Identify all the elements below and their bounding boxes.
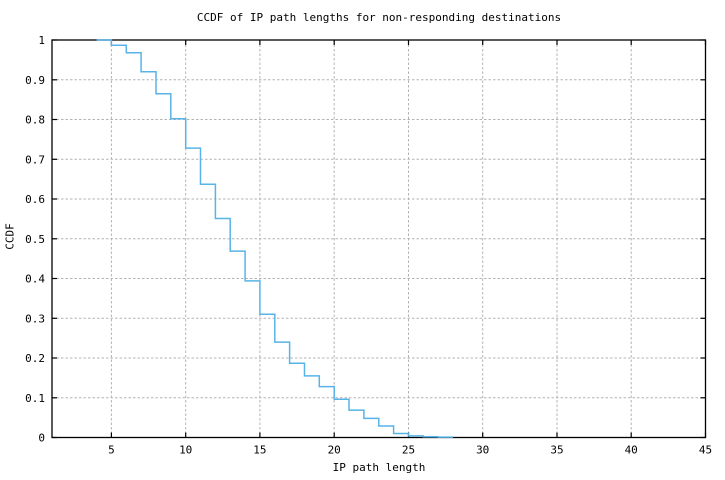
ccdf-step-curve: [96, 39, 453, 438]
y-tick-label: 0.3: [25, 312, 45, 325]
y-tick-label: 0.7: [25, 153, 45, 166]
x-tick-label: 15: [253, 444, 266, 457]
x-tick-label: 5: [108, 444, 115, 457]
y-tick-label: 0.4: [25, 273, 45, 286]
y-tick-label: 1: [38, 34, 45, 47]
x-axis-label: IP path length: [332, 461, 426, 474]
y-tick-label: 0.9: [25, 74, 45, 87]
x-tick-label: 25: [402, 444, 415, 457]
plot-border: [51, 39, 707, 439]
y-tick-label: 0.1: [25, 392, 45, 405]
x-tick-label: 20: [328, 444, 341, 457]
x-tick-label: 45: [699, 444, 712, 457]
y-tick-label: 0.8: [25, 114, 45, 127]
y-tick-label: 0.6: [25, 193, 45, 206]
x-tick-label: 40: [625, 444, 638, 457]
y-tick-label: 0.5: [25, 233, 45, 246]
chart-title: CCDF of IP path lengths for non-respondi…: [196, 11, 562, 24]
y-tick-label: 0: [38, 432, 45, 445]
x-tick-label: 10: [179, 444, 192, 457]
y-tick-label: 0.2: [25, 352, 45, 365]
x-tick-label: 30: [476, 444, 489, 457]
x-tick-label: 35: [550, 444, 563, 457]
